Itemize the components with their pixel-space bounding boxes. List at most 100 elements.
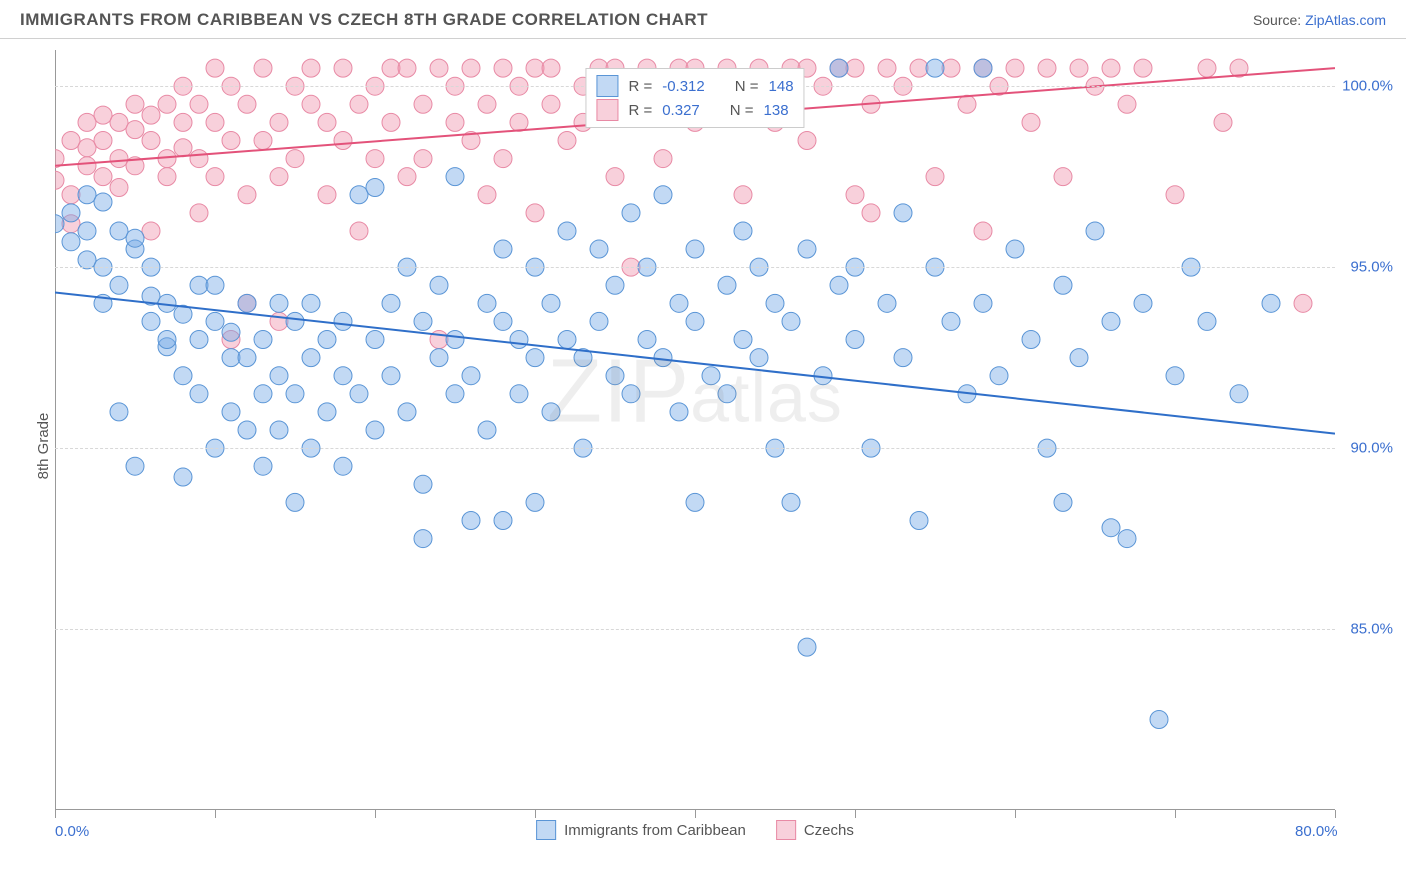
data-point (622, 385, 640, 403)
data-point (55, 215, 64, 233)
data-point (798, 240, 816, 258)
n-label: N = (735, 78, 759, 95)
data-point (702, 367, 720, 385)
data-point (654, 349, 672, 367)
data-point (1118, 95, 1136, 113)
data-point (606, 367, 624, 385)
data-point (254, 385, 272, 403)
data-point (286, 150, 304, 168)
data-point (55, 171, 64, 189)
data-point (446, 113, 464, 131)
data-point (830, 59, 848, 77)
data-point (990, 367, 1008, 385)
data-point (174, 139, 192, 157)
data-point (926, 168, 944, 186)
r-value-blue: -0.312 (662, 78, 705, 95)
data-point (126, 457, 144, 475)
data-point (302, 349, 320, 367)
x-tick-label: 80.0% (1295, 823, 1338, 840)
source-link[interactable]: ZipAtlas.com (1305, 12, 1386, 28)
data-point (1054, 168, 1072, 186)
data-point (414, 312, 432, 330)
swatch-blue (596, 75, 618, 97)
data-point (526, 349, 544, 367)
data-point (542, 294, 560, 312)
data-point (1150, 711, 1168, 729)
data-point (254, 457, 272, 475)
data-point (590, 240, 608, 258)
data-point (1134, 59, 1152, 77)
data-point (398, 403, 416, 421)
data-point (478, 421, 496, 439)
data-point (910, 59, 928, 77)
data-point (526, 59, 544, 77)
data-point (78, 113, 96, 131)
data-point (1102, 59, 1120, 77)
data-point (1134, 294, 1152, 312)
data-point (734, 331, 752, 349)
data-point (494, 312, 512, 330)
x-tick (1015, 810, 1016, 818)
data-point (718, 276, 736, 294)
data-point (686, 493, 704, 511)
x-tick (375, 810, 376, 818)
data-point (110, 276, 128, 294)
y-tick-label: 100.0% (1342, 78, 1393, 95)
chart-plot-area: ZIPatlas R = -0.312 N = 148 R = 0.327 N … (55, 50, 1335, 810)
x-tick-label: 0.0% (55, 823, 89, 840)
data-point (670, 403, 688, 421)
data-point (446, 385, 464, 403)
scatter-svg (55, 50, 1335, 810)
data-point (606, 168, 624, 186)
data-point (270, 168, 288, 186)
data-point (190, 276, 208, 294)
data-point (478, 186, 496, 204)
x-tick (535, 810, 536, 818)
data-point (254, 59, 272, 77)
data-point (638, 331, 656, 349)
data-point (222, 131, 240, 149)
data-point (526, 493, 544, 511)
data-point (1086, 222, 1104, 240)
data-point (350, 186, 368, 204)
data-point (190, 385, 208, 403)
data-point (670, 294, 688, 312)
data-point (222, 403, 240, 421)
data-point (798, 131, 816, 149)
data-point (270, 421, 288, 439)
data-point (1070, 349, 1088, 367)
data-point (142, 222, 160, 240)
data-point (414, 95, 432, 113)
data-point (878, 59, 896, 77)
data-point (382, 367, 400, 385)
data-point (622, 204, 640, 222)
data-point (654, 150, 672, 168)
data-point (190, 204, 208, 222)
data-point (1102, 312, 1120, 330)
data-point (734, 222, 752, 240)
data-point (494, 150, 512, 168)
gridline (55, 448, 1335, 449)
data-point (430, 276, 448, 294)
data-point (1070, 59, 1088, 77)
data-point (110, 222, 128, 240)
data-point (1006, 59, 1024, 77)
data-point (974, 294, 992, 312)
chart-title: IMMIGRANTS FROM CARIBBEAN VS CZECH 8TH G… (20, 10, 708, 30)
x-tick (855, 810, 856, 818)
data-point (366, 179, 384, 197)
data-point (1262, 294, 1280, 312)
data-point (542, 403, 560, 421)
data-point (974, 59, 992, 77)
data-point (222, 349, 240, 367)
data-point (382, 59, 400, 77)
data-point (94, 131, 112, 149)
data-point (174, 113, 192, 131)
data-point (398, 59, 416, 77)
data-point (894, 349, 912, 367)
n-value-blue: 148 (769, 78, 794, 95)
data-point (1022, 113, 1040, 131)
data-point (238, 294, 256, 312)
data-point (462, 59, 480, 77)
data-point (206, 312, 224, 330)
